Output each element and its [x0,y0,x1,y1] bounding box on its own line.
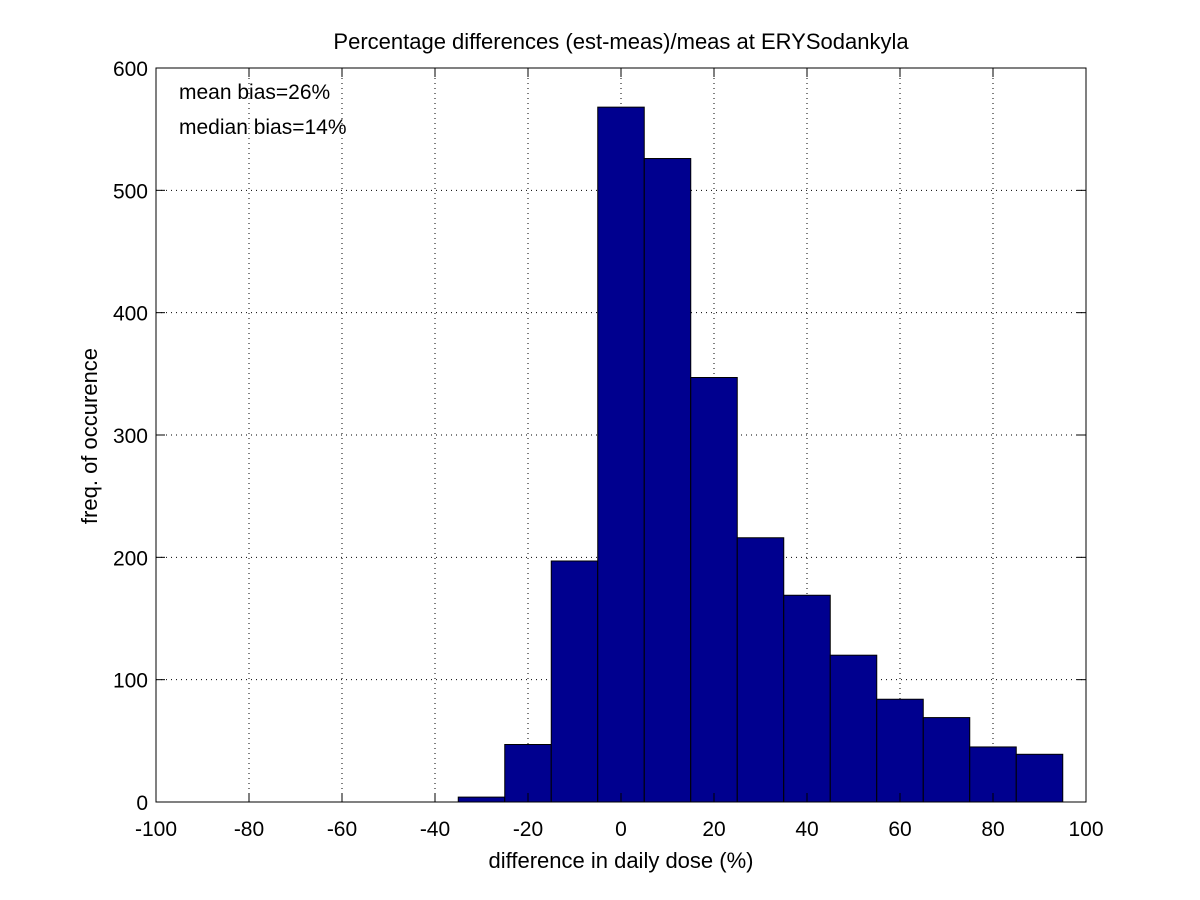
histogram-bar [922,717,971,803]
x-tick-label: 100 [1068,818,1103,841]
x-tick-label: -20 [513,818,543,841]
axis-ticks [155,67,1087,803]
histogram-bar [690,377,738,803]
y-axis-label: freq. of occurence [77,348,102,524]
chart-title: Percentage differences (est-meas)/meas a… [333,29,909,54]
x-tick-label: -40 [420,818,450,841]
mean-bias-annotation: mean bias=26% [179,81,330,104]
x-tick-label: 40 [795,818,818,841]
histogram-bar [1015,753,1064,803]
x-axis-label: difference in daily dose (%) [489,848,754,873]
y-tick-label: 300 [113,425,148,448]
y-tick-label: 500 [113,180,148,203]
histogram-bar [643,158,692,803]
y-tick-label: 600 [113,58,148,81]
histogram-bar [876,698,924,803]
x-tick-label: 20 [702,818,725,841]
y-tick-label: 200 [113,547,148,570]
y-tick-labels: 0 100 200 300 400 500 600 [113,58,148,815]
histogram-bar [829,654,878,803]
x-tick-label: -60 [327,818,357,841]
histogram-bar [783,594,831,803]
y-tick-label: 0 [136,792,148,815]
x-tick-label: 0 [615,818,627,841]
histogram-bar [736,537,785,803]
y-tick-label: 400 [113,303,148,326]
x-tick-label: -100 [135,818,177,841]
x-tick-label: 60 [888,818,911,841]
histogram-bar [597,106,645,803]
y-tick-label: 100 [113,670,148,693]
x-tick-label: -80 [234,818,264,841]
histogram-bar [550,560,599,803]
histogram-bar [504,744,552,803]
histogram-bar [457,796,506,803]
x-tick-label: 80 [981,818,1004,841]
median-bias-annotation: median bias=14% [179,116,347,139]
histogram-bars [457,106,1064,803]
x-tick-labels: -100 -80 -60 -40 -20 0 20 40 60 80 100 [135,818,1104,841]
